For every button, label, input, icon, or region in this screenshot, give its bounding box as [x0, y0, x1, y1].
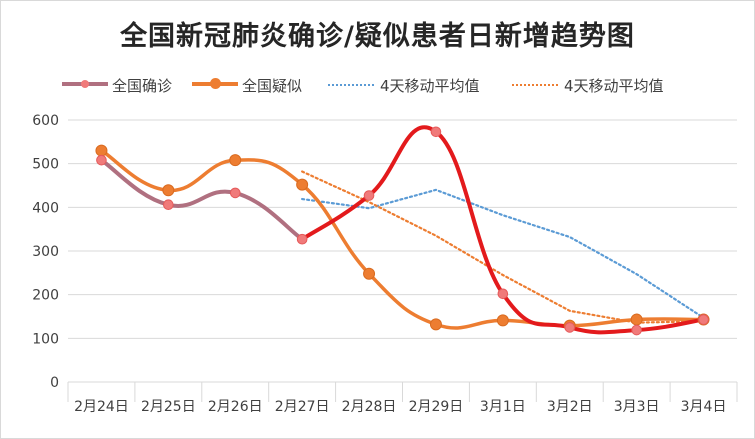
marker-suspected-0	[95, 144, 108, 157]
marker-suspected-6	[496, 314, 509, 327]
marker-confirmed-6	[497, 288, 509, 300]
marker-suspected-3	[296, 178, 309, 191]
marker-suspected-2	[229, 154, 242, 167]
legend-marker-suspected	[210, 78, 221, 89]
marker-suspected-8	[630, 313, 643, 326]
gridlines	[68, 119, 737, 383]
x-tick-label: 2月27日	[275, 399, 330, 415]
marker-suspected-1	[162, 184, 175, 197]
series-lines	[100, 125, 704, 335]
marker-confirmed-3	[296, 233, 308, 245]
line-confirmed	[301, 125, 704, 335]
marker-suspected-5	[429, 318, 442, 331]
y-tick-label: 100	[32, 331, 59, 347]
trendline-1	[301, 170, 705, 324]
marker-confirmed-2	[229, 187, 241, 199]
marker-confirmed-7	[564, 322, 576, 333]
x-tick-label: 2月24日	[74, 399, 129, 415]
x-tick-label: 3月4日	[681, 399, 727, 415]
x-axis: 2月24日 2月25日 2月26日 2月27日 2月28日 2月29日 3月1日 3月2日 3月…	[67, 382, 738, 415]
y-tick-label: 200	[32, 288, 59, 304]
y-tick-label: 500	[32, 157, 59, 173]
x-tick-label: 3月1日	[480, 399, 526, 415]
legend-label-confirmed: 全国确诊	[112, 77, 173, 95]
legend-label-trend-suspected: 4天移动平均值	[564, 77, 664, 95]
legend: 全国确诊 全国疑似 4天移动平均值 4天移动平均值	[0, 72, 755, 98]
y-tick-label: 400	[32, 200, 59, 216]
legend-label-suspected: 全国疑似	[242, 77, 303, 95]
marker-confirmed-4	[363, 190, 375, 201]
marker-confirmed-5	[430, 126, 442, 138]
y-axis: 0 100 200 300 400 500 600	[32, 113, 59, 391]
x-tick-label: 3月2日	[547, 399, 593, 415]
marker-confirmed-0	[96, 154, 107, 166]
marker-suspected-4	[363, 267, 376, 280]
legend-marker-confirmed	[81, 80, 89, 88]
y-tick-label: 600	[32, 113, 59, 129]
legend-swatch-trend-suspected	[512, 84, 558, 86]
series-markers	[95, 126, 710, 336]
line-suspected	[100, 149, 704, 330]
y-tick-label: 0	[50, 375, 59, 391]
line-confirmed-early	[100, 158, 304, 241]
marker-confirmed-1	[163, 199, 174, 211]
marker-confirmed-9	[698, 314, 709, 325]
x-tick-label: 2月29日	[409, 399, 464, 415]
legend-swatch-trend-confirmed	[328, 84, 374, 86]
trendline-0	[301, 188, 705, 319]
x-tick-label: 2月25日	[141, 399, 196, 415]
legend-label-trend-confirmed: 4天移动平均值	[380, 77, 480, 95]
x-tick-label: 2月26日	[208, 399, 263, 415]
trendlines	[301, 170, 705, 324]
x-tick-label: 2月28日	[342, 399, 397, 415]
marker-confirmed-8	[631, 324, 642, 336]
y-tick-label: 300	[32, 244, 59, 260]
x-tick-label: 3月3日	[614, 399, 660, 415]
chart-title: 全国新冠肺炎确诊/疑似患者日新增趋势图	[120, 21, 635, 52]
